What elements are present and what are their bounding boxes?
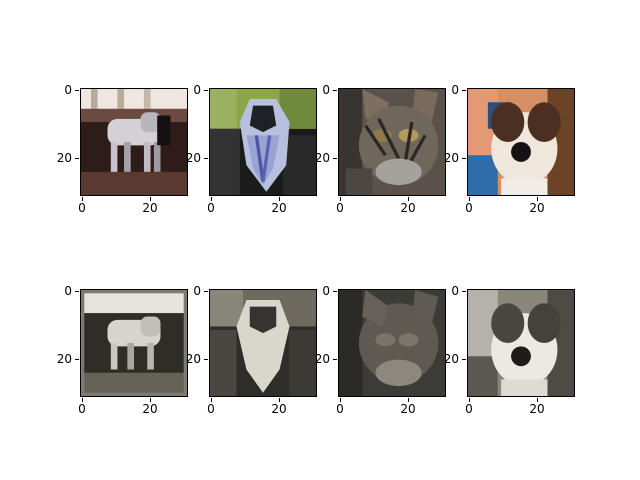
y-tick-label-20: 20 [185,352,201,366]
x-tick-label-0: 0 [336,402,344,416]
x-tick-label-20: 20 [400,201,416,215]
x-tick-label-0: 0 [465,201,473,215]
x-tick-label-0: 0 [78,402,86,416]
x-tick-label-20: 20 [271,201,287,215]
y-tick-0 [75,291,79,292]
x-tick-0 [340,398,341,402]
x-tick-0 [82,197,83,201]
x-tick-0 [82,398,83,402]
x-tick-20 [537,398,538,402]
image-reconstruction-boat [209,289,317,397]
y-tick-20 [333,158,337,159]
x-tick-20 [279,398,280,402]
y-tick-20 [204,359,208,360]
x-tick-label-20: 20 [400,402,416,416]
y-tick-0 [204,90,208,91]
x-tick-label-20: 20 [142,402,158,416]
y-tick-label-0: 0 [322,83,330,97]
image-original-cat [338,88,446,196]
y-tick-label-20: 20 [56,151,72,165]
y-tick-label-0: 0 [193,83,201,97]
y-tick-0 [75,90,79,91]
y-tick-0 [333,90,337,91]
y-tick-label-20: 20 [314,352,330,366]
image-reconstruction-dog [467,289,575,397]
y-tick-label-20: 20 [443,151,459,165]
image-reconstruction-cat [338,289,446,397]
y-tick-label-0: 0 [322,284,330,298]
x-tick-20 [150,197,151,201]
y-tick-label-20: 20 [314,151,330,165]
y-tick-20 [333,359,337,360]
x-tick-label-0: 0 [207,402,215,416]
y-tick-0 [462,90,466,91]
y-tick-label-20: 20 [185,151,201,165]
image-original-boat [209,88,317,196]
x-tick-0 [211,398,212,402]
x-tick-label-0: 0 [465,402,473,416]
x-tick-20 [408,398,409,402]
x-tick-20 [537,197,538,201]
x-tick-label-0: 0 [207,201,215,215]
x-tick-label-0: 0 [78,201,86,215]
y-tick-label-0: 0 [451,83,459,97]
x-tick-label-0: 0 [336,201,344,215]
y-tick-label-0: 0 [64,284,72,298]
image-original-horse [80,88,188,196]
image-reconstruction-horse [80,289,188,397]
x-tick-0 [469,398,470,402]
y-tick-20 [75,158,79,159]
y-tick-20 [204,158,208,159]
y-tick-0 [204,291,208,292]
image-original-dog [467,88,575,196]
y-tick-0 [462,291,466,292]
x-tick-20 [279,197,280,201]
y-tick-label-20: 20 [56,352,72,366]
x-tick-0 [340,197,341,201]
x-tick-label-20: 20 [142,201,158,215]
y-tick-20 [462,158,466,159]
y-tick-label-0: 0 [193,284,201,298]
x-tick-20 [150,398,151,402]
x-tick-label-20: 20 [529,402,545,416]
y-tick-0 [333,291,337,292]
x-tick-20 [408,197,409,201]
x-tick-label-20: 20 [271,402,287,416]
y-tick-label-0: 0 [64,83,72,97]
y-tick-label-20: 20 [443,352,459,366]
y-tick-label-0: 0 [451,284,459,298]
x-tick-label-20: 20 [529,201,545,215]
x-tick-0 [211,197,212,201]
x-tick-0 [469,197,470,201]
y-tick-20 [75,359,79,360]
y-tick-20 [462,359,466,360]
